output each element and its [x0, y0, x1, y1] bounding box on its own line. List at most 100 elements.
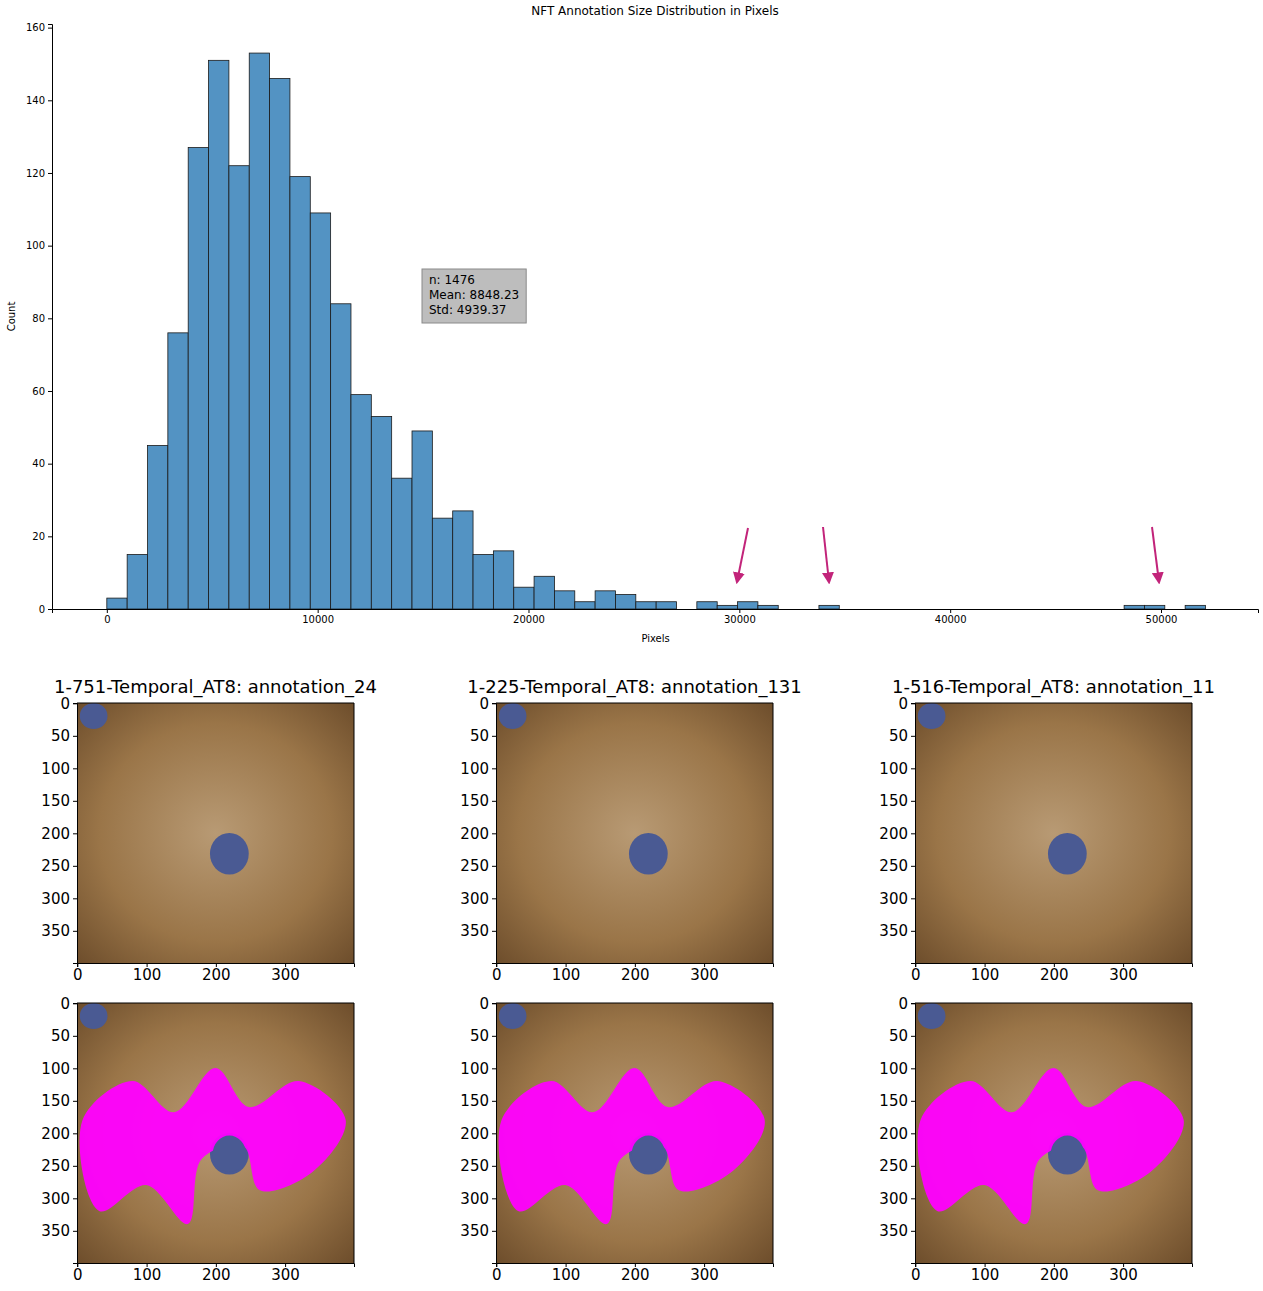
nucleus	[499, 1003, 527, 1029]
tick-mark	[492, 1068, 496, 1069]
histogram-bar	[209, 60, 229, 609]
tick-label: 100	[971, 966, 1000, 984]
tick-mark	[492, 736, 496, 737]
tick-label: 80	[32, 313, 45, 324]
tick-label: 0	[104, 614, 110, 625]
tick-label: 300	[1109, 1266, 1138, 1284]
tick: 50	[889, 727, 915, 745]
tick-label: 50	[51, 727, 70, 745]
tick-label: 100	[26, 240, 45, 251]
frame	[773, 703, 774, 963]
tick: 40	[32, 458, 52, 469]
tick: 200	[460, 1125, 496, 1143]
axis: 050100150200250300350	[41, 695, 77, 964]
histogram-bar	[941, 609, 961, 610]
mask-overlay	[80, 1068, 346, 1224]
tick-mark	[48, 536, 52, 537]
tick: 250	[460, 1157, 496, 1175]
histogram-bar	[229, 166, 249, 609]
tick-label: 0	[492, 1266, 502, 1284]
histogram-bar	[453, 511, 473, 609]
tick: 200	[202, 963, 231, 984]
histogram-bar	[473, 554, 493, 609]
axis-line	[48, 25, 53, 610]
panel-title: 1-751-Temporal_AT8: annotation_24	[54, 676, 377, 698]
tick-label: 0	[73, 966, 83, 984]
image	[496, 1003, 773, 1263]
x-axis-title: Pixels	[641, 633, 669, 644]
tick-label: 300	[41, 890, 70, 908]
tick: 0	[492, 1263, 502, 1284]
nucleus	[1051, 1136, 1084, 1172]
tick-label: 60	[32, 386, 45, 397]
tick-label: 0	[73, 1266, 83, 1284]
frame	[1192, 1003, 1193, 1263]
image	[496, 703, 773, 963]
frame	[496, 703, 773, 704]
tick-label: 200	[1040, 966, 1069, 984]
histogram-bar	[534, 576, 554, 609]
tick-mark	[73, 931, 77, 932]
tick: 150	[879, 792, 915, 810]
tick-label: 150	[460, 792, 489, 810]
tick-mark	[73, 1068, 77, 1069]
histogram-bar	[1185, 605, 1205, 609]
tick: 300	[879, 890, 915, 908]
histogram-bar	[1043, 609, 1063, 610]
tick-label: 0	[479, 695, 489, 713]
histogram-bar	[514, 587, 534, 609]
image-panel: 0100200300050100150200250300350	[879, 995, 1192, 1284]
tick: 20000	[513, 609, 545, 625]
image-panel: 0100200300050100150200250300350	[460, 995, 773, 1284]
tick-label: 300	[690, 1266, 719, 1284]
histogram-bar	[412, 431, 432, 609]
tick-label: 200	[879, 825, 908, 843]
stats-text: n: 1476	[429, 273, 475, 287]
histogram-bar	[738, 602, 758, 609]
tick-mark	[73, 768, 77, 769]
tick: 100	[460, 760, 496, 778]
tick-label: 0	[479, 995, 489, 1013]
histogram-bar	[615, 594, 635, 609]
tick: 100	[879, 760, 915, 778]
tick-mark	[492, 1036, 496, 1037]
tick: 100	[41, 1060, 77, 1078]
tick-mark	[48, 100, 52, 101]
tick: 350	[460, 922, 496, 940]
tick-label: 300	[271, 966, 300, 984]
histogram-bar	[1124, 605, 1144, 609]
tick-label: 100	[971, 1266, 1000, 1284]
tick: 0	[492, 963, 502, 984]
tick-label: 100	[41, 760, 70, 778]
tick-label: 0	[492, 966, 502, 984]
histogram-bar	[575, 602, 595, 609]
histogram-bar	[493, 551, 513, 609]
frame	[354, 1003, 355, 1263]
histogram-bar	[677, 609, 697, 610]
tick-label: 300	[271, 1266, 300, 1284]
tick: 350	[41, 922, 77, 940]
nucleus	[499, 703, 527, 729]
tick: 100	[41, 760, 77, 778]
axis-line	[53, 610, 1259, 614]
tick-mark	[73, 898, 77, 899]
histogram-bar	[127, 554, 147, 609]
tick: 200	[621, 963, 650, 984]
frame	[915, 1003, 1192, 1004]
tick-label: 150	[41, 792, 70, 810]
tick: 50	[51, 727, 77, 745]
tick-mark	[48, 391, 52, 392]
axis: 0100200300	[492, 1263, 773, 1284]
tick-label: 100	[460, 1060, 489, 1078]
histogram-bar	[107, 598, 127, 609]
tick-mark	[911, 1166, 915, 1167]
tick-label: 100	[552, 966, 581, 984]
histogram-bar	[148, 445, 168, 609]
tick-label: 200	[460, 825, 489, 843]
tick-label: 200	[41, 825, 70, 843]
tick: 100	[26, 240, 52, 251]
histogram-bar	[371, 416, 391, 609]
tick: 0	[60, 695, 77, 713]
tick-mark	[492, 931, 496, 932]
axis: 0100200300	[911, 1263, 1192, 1284]
